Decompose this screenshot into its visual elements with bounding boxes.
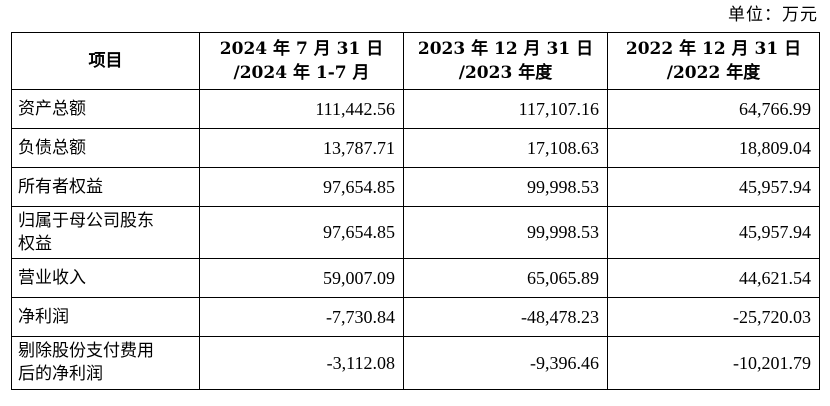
cell-2024: -7,730.84 xyxy=(199,297,404,337)
header-2023-line-2: /2023 年度 xyxy=(458,63,553,83)
table-header-row: 项目 2024 年 7 月 31 日 /2024 年 1-7 月 2023 年 … xyxy=(11,32,820,90)
unit-label: 单位：万元 xyxy=(728,5,818,25)
row-label-text: 所有者权益 xyxy=(18,176,103,197)
cell-2022: 45,957.94 xyxy=(607,206,820,259)
row-label-text-line-1: 归属于母公司股东 xyxy=(18,210,154,231)
cell-2023: 117,107.16 xyxy=(403,89,608,129)
row-label-parent-equity: 归属于母公司股东 权益 xyxy=(11,206,200,259)
header-2023: 2023 年 12 月 31 日 /2023 年度 xyxy=(403,32,608,90)
header-2022: 2022 年 12 月 31 日 /2022 年度 xyxy=(607,32,820,90)
header-2022-line-1: 2022 年 12 月 31 日 xyxy=(625,39,802,59)
table-row: 净利润 -7,730.84 -48,478.23 -25,720.03 xyxy=(11,297,820,337)
cell-2023: 99,998.53 xyxy=(403,206,608,259)
cell-2022: 44,621.54 xyxy=(607,258,820,298)
cell-2022: -10,201.79 xyxy=(607,336,820,390)
table-row: 资产总额 111,442.56 117,107.16 64,766.99 xyxy=(11,89,820,129)
header-2024-line-2: /2024 年 1-7 月 xyxy=(233,63,370,83)
header-item-line-1: 项目 xyxy=(88,51,123,71)
header-item: 项目 xyxy=(11,32,200,90)
cell-2023: 65,065.89 xyxy=(403,258,608,298)
row-label-text-line-2: 权益 xyxy=(18,233,52,254)
cell-2024: 59,007.09 xyxy=(199,258,404,298)
header-2024-line-1: 2024 年 7 月 31 日 xyxy=(219,39,384,59)
cell-2023: -9,396.46 xyxy=(403,336,608,390)
row-label-text: 净利润 xyxy=(18,306,69,327)
cell-2024: 97,654.85 xyxy=(199,167,404,207)
row-label-text: 营业收入 xyxy=(18,267,86,288)
cell-2023: -48,478.23 xyxy=(403,297,608,337)
row-label-revenue: 营业收入 xyxy=(11,258,200,298)
cell-2023: 17,108.63 xyxy=(403,128,608,168)
row-label-total-assets: 资产总额 xyxy=(11,89,200,129)
cell-2024: -3,112.08 xyxy=(199,336,404,390)
table-row: 负债总额 13,787.71 17,108.63 18,809.04 xyxy=(11,128,820,168)
table-row: 所有者权益 97,654.85 99,998.53 45,957.94 xyxy=(11,167,820,207)
row-label-owners-equity: 所有者权益 xyxy=(11,167,200,207)
row-label-adjusted-net-profit: 剔除股份支付费用 后的净利润 xyxy=(11,336,200,390)
cell-2024: 111,442.56 xyxy=(199,89,404,129)
table-row: 归属于母公司股东 权益 97,654.85 99,998.53 45,957.9… xyxy=(11,206,820,259)
row-label-text: 负债总额 xyxy=(18,137,86,158)
cell-2022: 18,809.04 xyxy=(607,128,820,168)
cell-2024: 13,787.71 xyxy=(199,128,404,168)
row-label-text-line-1: 剔除股份支付费用 xyxy=(18,341,154,361)
table-row: 剔除股份支付费用 后的净利润 -3,112.08 -9,396.46 -10,2… xyxy=(11,336,820,390)
header-2023-line-1: 2023 年 12 月 31 日 xyxy=(417,39,594,59)
cell-2022: -25,720.03 xyxy=(607,297,820,337)
cell-2024: 97,654.85 xyxy=(199,206,404,259)
header-2024: 2024 年 7 月 31 日 /2024 年 1-7 月 xyxy=(199,32,404,90)
financial-summary-table: 项目 2024 年 7 月 31 日 /2024 年 1-7 月 2023 年 … xyxy=(11,32,820,390)
table-row: 营业收入 59,007.09 65,065.89 44,621.54 xyxy=(11,258,820,298)
row-label-total-liabilities: 负债总额 xyxy=(11,128,200,168)
cell-2023: 99,998.53 xyxy=(403,167,608,207)
row-label-text: 资产总额 xyxy=(18,98,86,119)
header-2022-line-2: /2022 年度 xyxy=(666,63,761,83)
cell-2022: 45,957.94 xyxy=(607,167,820,207)
row-label-net-profit: 净利润 xyxy=(11,297,200,337)
row-label-text-line-2: 后的净利润 xyxy=(18,364,103,384)
cell-2022: 64,766.99 xyxy=(607,89,820,129)
